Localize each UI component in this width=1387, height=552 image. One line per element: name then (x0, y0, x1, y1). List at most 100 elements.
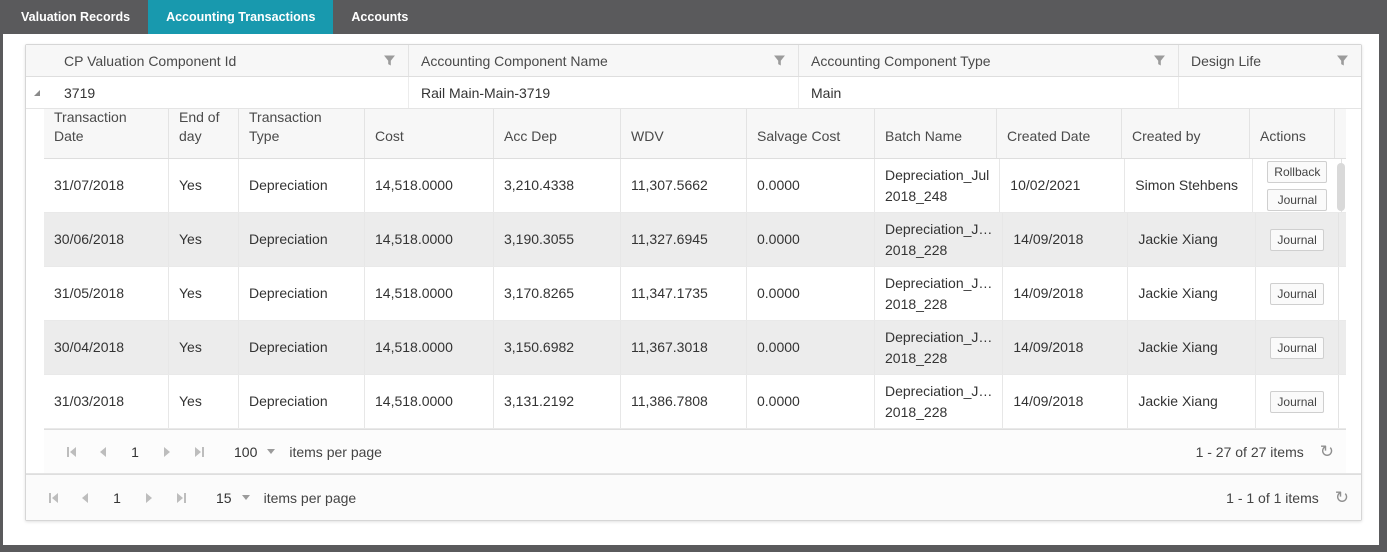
column-header-cost[interactable]: Cost (364, 109, 493, 158)
pager-info: 1 - 1 of 1 items (1226, 489, 1319, 506)
cell-salvage-cost: 0.0000 (746, 213, 874, 266)
column-header-accounting-component-name[interactable]: Accounting Component Name (409, 45, 799, 76)
journal-button[interactable]: Journal (1270, 390, 1324, 413)
cell-wdv: 11,367.3018 (620, 321, 746, 374)
next-page-button[interactable] (136, 485, 162, 511)
items-per-page-label: items per page (263, 489, 357, 506)
column-header-salvage-cost[interactable]: Salvage Cost (746, 109, 874, 158)
batch-name-line1: Depreciation_J… (885, 328, 993, 345)
column-header-batch-name[interactable]: Batch Name (874, 109, 996, 158)
column-header-label: Accounting Component Name (421, 52, 608, 69)
last-page-button[interactable] (186, 439, 212, 465)
column-header-acc-dep[interactable]: Acc Dep (493, 109, 620, 158)
column-header-transaction-date[interactable]: Transaction Date (54, 109, 127, 144)
items-per-page-label: items per page (289, 443, 382, 460)
cell-actions: Rollback Journal (1252, 159, 1341, 212)
table-row[interactable]: 30/04/2018 Yes Depreciation 14,518.0000 … (44, 321, 1346, 375)
vertical-scrollbar-thumb[interactable] (1337, 163, 1345, 211)
first-page-button[interactable] (58, 439, 84, 465)
batch-name-line2: 2018_228 (885, 295, 948, 312)
cell-cost: 14,518.0000 (364, 267, 493, 320)
tab-accounts[interactable]: Accounts (351, 10, 409, 24)
cell-design-life (1179, 77, 1361, 108)
batch-name-line2: 2018_228 (885, 241, 948, 258)
table-row[interactable]: 30/06/2018 Yes Depreciation 14,518.0000 … (44, 213, 1346, 267)
journal-button[interactable]: Journal (1270, 336, 1324, 359)
column-header-label: CP Valuation Component Id (64, 52, 237, 69)
cell-batch-name: Depreciation_J… 2018_228 (874, 213, 1002, 266)
cell-end-of-day: Yes (168, 213, 238, 266)
tab-accounting-transactions[interactable]: Accounting Transactions (148, 0, 334, 34)
chevron-down-icon (241, 495, 250, 500)
table-row[interactable]: 31/03/2018 Yes Depreciation 14,518.0000 … (44, 375, 1346, 429)
cell-cost: 14,518.0000 (364, 213, 493, 266)
cell-actions: Journal (1255, 267, 1337, 320)
column-header-transaction-type[interactable]: Transaction Type (238, 109, 364, 158)
cell-acc-dep: 3,190.3055 (493, 213, 620, 266)
cell-acc-dep: 3,150.6982 (493, 321, 620, 374)
cell-wdv: 11,386.7808 (620, 375, 746, 428)
cell-acc-dep: 3,210.4338 (493, 159, 620, 212)
cell-cost: 14,518.0000 (364, 375, 493, 428)
master-row[interactable]: 3719 Rail Main-Main-3719 Main (26, 77, 1361, 109)
cell-transaction-type: Depreciation (238, 321, 364, 374)
cell-cost: 14,518.0000 (364, 321, 493, 374)
column-header-cp-valuation-component-id[interactable]: CP Valuation Component Id (52, 45, 409, 76)
inner-grid-pager: 1 100 items per page 1 - 27 of 27 items … (44, 429, 1346, 473)
row-scrollbar-pad (1337, 267, 1350, 320)
cell-acc-dep: 3,170.8265 (493, 267, 620, 320)
current-page-number: 1 (131, 443, 139, 460)
journal-button[interactable]: Journal (1270, 282, 1324, 305)
cell-batch-name: Depreciation_J… 2018_228 (874, 375, 1002, 428)
column-header-actions: Actions (1249, 109, 1334, 158)
tab-valuation-records[interactable]: Valuation Records (21, 10, 131, 24)
detail-row: Transaction Date End of day Transaction … (26, 109, 1361, 474)
column-header-label: Design Life (1191, 52, 1262, 69)
batch-name-line2: 2018_228 (885, 349, 948, 366)
cell-transaction-date: 30/06/2018 (54, 231, 125, 247)
batch-name-line2: 2018_248 (885, 187, 948, 204)
cell-created-date: 14/09/2018 (1002, 321, 1127, 374)
filter-icon[interactable] (384, 55, 395, 66)
refresh-icon[interactable]: ↻ (1319, 442, 1334, 461)
filter-icon[interactable] (1154, 55, 1165, 66)
column-header-end-of-day[interactable]: End of day (168, 109, 238, 158)
cell-salvage-cost: 0.0000 (746, 267, 874, 320)
filter-icon[interactable] (774, 55, 785, 66)
page-size-value: 100 (234, 443, 258, 460)
cell-created-by: Jackie Xiang (1127, 375, 1255, 428)
last-page-button[interactable] (168, 485, 194, 511)
column-header-created-by[interactable]: Created by (1121, 109, 1249, 158)
batch-name-line1: Depreciation_J… (885, 382, 993, 399)
chevron-down-icon (267, 449, 276, 454)
table-row[interactable]: 31/05/2018 Yes Depreciation 14,518.0000 … (44, 267, 1346, 321)
rollback-button[interactable]: Rollback (1267, 160, 1328, 183)
cell-salvage-cost: 0.0000 (746, 159, 874, 212)
cell-created-by: Jackie Xiang (1127, 213, 1255, 266)
page-size-dropdown[interactable]: 100 (234, 443, 276, 460)
row-expander-cell (26, 77, 52, 108)
column-header-label: Accounting Component Type (811, 52, 991, 69)
previous-page-button[interactable] (72, 485, 98, 511)
cell-accounting-component-name: Rail Main-Main-3719 (409, 77, 799, 108)
column-header-wdv[interactable]: WDV (620, 109, 746, 158)
collapse-row-icon[interactable] (34, 89, 40, 96)
cell-transaction-type: Depreciation (238, 159, 364, 212)
cell-actions: Journal (1255, 213, 1337, 266)
cell-created-date: 14/09/2018 (1002, 213, 1127, 266)
cell-created-by: Simon Stehbens (1124, 159, 1252, 212)
previous-page-button[interactable] (90, 439, 116, 465)
column-header-created-date[interactable]: Created Date (996, 109, 1121, 158)
table-row[interactable]: 31/07/2018 Yes Depreciation 14,518.0000 … (44, 159, 1346, 213)
cell-transaction-date: 31/07/2018 (54, 177, 125, 193)
refresh-icon[interactable]: ↻ (1334, 488, 1349, 507)
first-page-button[interactable] (40, 485, 66, 511)
column-header-design-life[interactable]: Design Life (1179, 45, 1361, 76)
journal-button[interactable]: Journal (1270, 228, 1324, 251)
next-page-button[interactable] (154, 439, 180, 465)
column-header-accounting-component-type[interactable]: Accounting Component Type (799, 45, 1179, 76)
cell-transaction-date: 31/05/2018 (54, 285, 125, 301)
page-size-dropdown[interactable]: 15 (216, 490, 250, 506)
filter-icon[interactable] (1337, 55, 1348, 66)
journal-button[interactable]: Journal (1267, 188, 1328, 211)
